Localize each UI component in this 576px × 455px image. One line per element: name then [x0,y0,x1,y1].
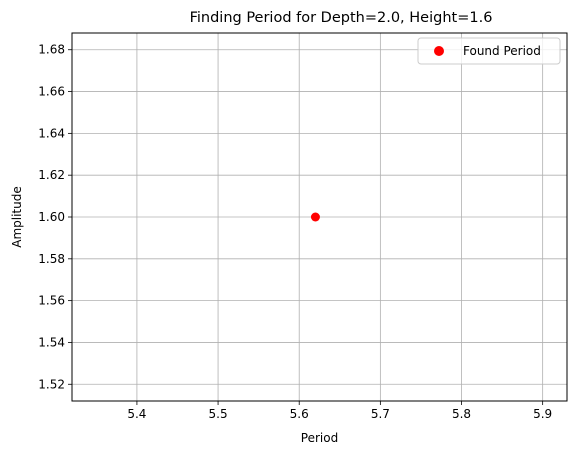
x-tick-label: 5.8 [452,407,471,421]
legend-entry-found-period: Found Period [463,44,541,58]
grid-lines [72,33,567,401]
plot-frame [71,32,568,402]
y-tick-label: 1.58 [38,252,65,266]
y-tick-label: 1.56 [38,294,65,308]
x-tick-label: 5.5 [209,407,228,421]
y-tick-label: 1.66 [38,85,65,99]
y-tick-label: 1.62 [38,168,65,182]
x-tick-label: 5.7 [371,407,390,421]
y-axis-ticks: 1.52 1.54 1.56 1.58 1.60 1.62 1.64 1.66 1.68 [38,43,72,391]
x-tick-label: 5.4 [127,407,146,421]
chart-title: Finding Period for Depth=2.0, Height=1.6 [190,10,493,26]
legend-box [417,37,561,65]
x-axis-label: Period [301,431,338,445]
y-tick-label: 1.52 [38,377,65,391]
x-axis-ticks: 5.4 5.5 5.6 5.7 5.8 5.9 [127,401,552,421]
x-tick-label: 5.9 [533,407,552,421]
x-tick-label: 5.6 [290,407,309,421]
data-points [310,212,320,222]
y-tick-label: 1.54 [38,335,65,349]
y-tick-label: 1.60 [38,210,65,224]
data-point [310,212,320,222]
y-tick-label: 1.68 [38,43,65,57]
legend: Found Period [417,37,561,65]
y-tick-label: 1.64 [38,126,65,140]
legend-marker [434,46,444,56]
y-axis-label: Amplitude [10,186,24,248]
